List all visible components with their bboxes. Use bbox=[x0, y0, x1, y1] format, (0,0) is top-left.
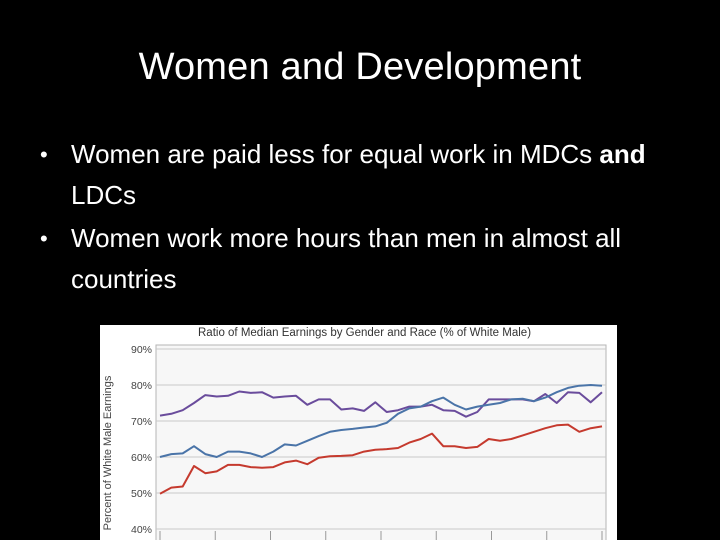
plot-area bbox=[155, 344, 607, 540]
y-tick-label: 80% bbox=[131, 380, 152, 392]
bullet-item: • Women work more hours than men in almo… bbox=[40, 218, 690, 300]
series-line-2 bbox=[159, 384, 603, 458]
earnings-chart-svg: Ratio of Median Earnings by Gender and R… bbox=[102, 327, 607, 540]
y-tick-label: 40% bbox=[131, 524, 152, 536]
slide-title: Women and Development bbox=[138, 46, 582, 88]
y-tick-label: 50% bbox=[131, 488, 152, 500]
bullet-item: • Women are paid less for equal work in … bbox=[40, 134, 690, 216]
y-tick-label: 60% bbox=[131, 452, 152, 464]
chart-title: Ratio of Median Earnings by Gender and R… bbox=[198, 327, 531, 339]
series-layer bbox=[159, 384, 603, 495]
y-tick-label: 90% bbox=[131, 344, 152, 356]
y-tick-label: 70% bbox=[131, 416, 152, 428]
bullet-text-part: Women are paid less for equal work in MD… bbox=[71, 139, 600, 169]
earnings-chart: Ratio of Median Earnings by Gender and R… bbox=[100, 325, 617, 540]
y-axis-label: Percent of White Male Earnings bbox=[102, 375, 114, 530]
bullet-symbol: • bbox=[40, 142, 48, 167]
grid-layer: 90% 80% 70% 60% 50% 40% bbox=[131, 344, 607, 540]
bullet-list: • Women are paid less for equal work in … bbox=[40, 134, 690, 302]
bullet-text-part: Women work more hours than men in almost… bbox=[71, 223, 622, 294]
bullet-text-part: LDCs bbox=[71, 180, 137, 210]
bullet-symbol: • bbox=[40, 226, 48, 251]
bullet-text-bold: and bbox=[599, 139, 646, 169]
series-line-3 bbox=[159, 423, 603, 495]
